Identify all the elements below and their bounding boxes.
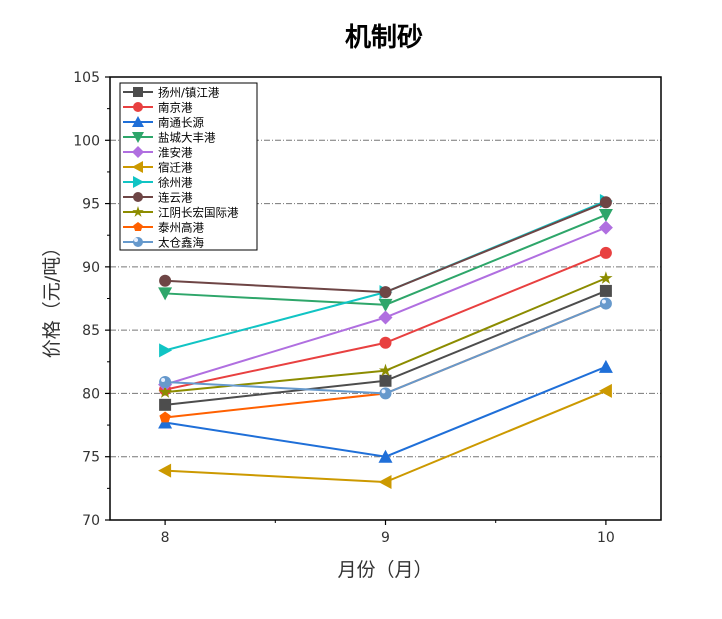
series-0 [159,284,612,411]
sphere-body [133,237,143,247]
data-point-diamond [132,146,144,158]
series-line [165,389,607,484]
legend-label: 扬州/镇江港 [158,86,220,100]
legend-label: 连云港 [158,191,193,205]
series-5 [158,383,612,490]
legend-item: 江阴长宏国际港 [123,206,239,220]
y-tick-label: 90 [82,260,100,276]
legend-label: 盐城大丰港 [158,131,216,145]
legend-label: 徐州港 [158,176,193,190]
data-point-triangle-down [132,132,144,143]
y-tick-label: 85 [82,323,100,339]
data-point-triangle-up [132,116,144,127]
data-point-star [158,385,172,398]
data-point-triangle-right [159,343,173,358]
data-point-triangle-up [378,449,393,463]
y-tick-label: 100 [73,133,100,149]
data-point-pentagon [133,222,143,232]
data-point-diamond [378,310,393,325]
sphere-body [159,376,172,389]
data-point-square [599,284,612,297]
data-point-square [379,374,392,387]
data-point-sphere [379,387,392,400]
y-axis-label: 价格（元/吨） [41,238,63,358]
y-tick-label: 105 [73,70,100,86]
series-2 [158,359,613,463]
legend-item: 盐城大丰港 [123,131,216,145]
series-3 [158,208,613,312]
data-point-triangle-left [598,383,612,398]
legend-label: 泰州高港 [158,221,204,235]
legend-label: 南京港 [158,101,193,115]
data-point-star [599,271,613,284]
y-tick-label: 95 [82,197,100,213]
data-point-square [159,398,172,411]
x-tick-label: 8 [161,530,170,546]
y-tick-label: 75 [82,450,100,466]
y-tick-label: 80 [82,386,100,402]
data-point-hexagon [159,274,172,287]
chart-title: 机制砂 [345,23,423,53]
data-point-triangle-down [378,298,393,312]
y-tick-label: 70 [82,513,100,529]
sphere-body [379,387,392,400]
legend-item: 连云港 [123,191,193,205]
data-point-hexagon [133,192,143,202]
series-7 [159,196,612,299]
data-point-sphere [133,237,143,247]
legend-label: 南通长源 [158,116,204,130]
x-tick-label: 10 [597,530,615,546]
data-point-pentagon [159,411,171,423]
legend-item: 淮安港 [123,146,193,160]
legend-item: 南京港 [123,101,193,115]
data-point-square [133,87,143,97]
legend: 扬州/镇江港南京港南通长源盐城大丰港淮安港宿迁港徐州港连云港江阴长宏国际港泰州高… [119,82,258,251]
data-point-triangle-right [133,176,144,188]
data-point-diamond [598,220,613,235]
legend-label: 太仓鑫海 [158,236,204,250]
legend-item: 扬州/镇江港 [123,86,220,100]
data-point-sphere [599,297,612,310]
sphere-highlight [381,389,386,394]
data-point-circle [599,246,612,259]
sphere-highlight [161,378,166,383]
data-point-star [132,206,144,217]
data-point-circle [379,336,392,349]
data-point-triangle-left [378,475,392,490]
series-10 [159,297,612,400]
data-point-triangle-left [132,161,143,173]
data-point-triangle-down [158,287,173,301]
data-point-triangle-up [598,359,613,373]
x-tick-label: 9 [381,530,390,546]
legend-label: 江阴长宏国际港 [158,206,239,220]
legend-item: 徐州港 [123,176,193,190]
legend-item: 南通长源 [123,116,204,130]
legend-label: 宿迁港 [158,161,193,175]
legend-item: 宿迁港 [123,161,193,175]
data-point-star [378,363,393,377]
sphere-highlight [134,238,138,242]
x-axis-label: 月份（月） [337,559,432,581]
sphere-highlight [601,299,606,304]
data-point-hexagon [599,196,612,209]
data-point-triangle-left [158,463,172,478]
data-point-sphere [159,376,172,389]
data-point-circle [133,102,143,112]
legend-label: 淮安港 [158,146,193,160]
legend-item: 太仓鑫海 [123,236,204,250]
data-point-hexagon [379,286,392,299]
sphere-body [599,297,612,310]
legend-item: 泰州高港 [123,221,204,235]
data-point-triangle-down [598,208,613,222]
